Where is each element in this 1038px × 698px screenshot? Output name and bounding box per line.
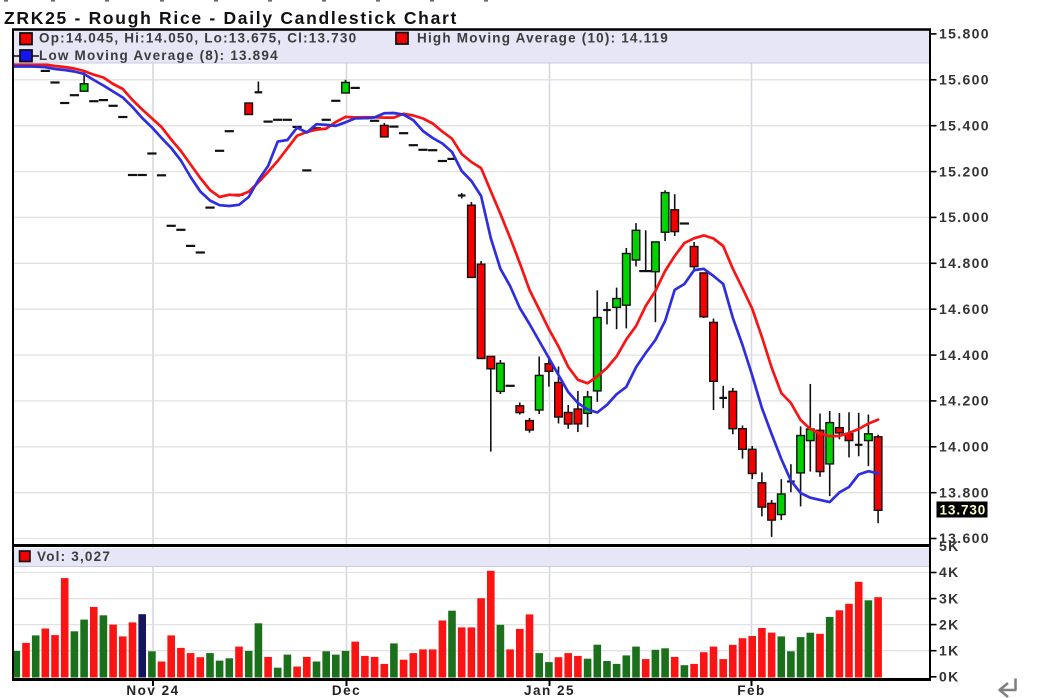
svg-text:Nov 24: Nov 24 bbox=[126, 683, 179, 698]
svg-text:15.400: 15.400 bbox=[939, 117, 990, 133]
svg-text:Feb: Feb bbox=[737, 683, 766, 698]
svg-text:14.800: 14.800 bbox=[939, 255, 990, 271]
svg-text:15.600: 15.600 bbox=[939, 72, 990, 88]
svg-text:Low Moving Average (8): 13.894: Low Moving Average (8): 13.894 bbox=[39, 48, 279, 63]
svg-text:15.200: 15.200 bbox=[939, 163, 990, 179]
svg-text:2K: 2K bbox=[939, 616, 960, 632]
svg-text:1K: 1K bbox=[939, 642, 960, 658]
svg-text:Jan 25: Jan 25 bbox=[524, 683, 575, 698]
svg-text:14.600: 14.600 bbox=[939, 301, 990, 317]
svg-text:Op:14.045, Hi:14.050, Lo:13.67: Op:14.045, Hi:14.050, Lo:13.675, Cl:13.7… bbox=[39, 31, 357, 46]
svg-text:14.400: 14.400 bbox=[939, 347, 990, 363]
svg-text:14.200: 14.200 bbox=[939, 393, 990, 409]
svg-text:15.000: 15.000 bbox=[939, 209, 990, 225]
svg-text:14.000: 14.000 bbox=[939, 439, 990, 455]
svg-text:13.600: 13.600 bbox=[939, 530, 990, 546]
svg-text:4K: 4K bbox=[939, 564, 960, 580]
svg-text:ZRK25 - Rough Rice - Daily Can: ZRK25 - Rough Rice - Daily Candlestick C… bbox=[4, 8, 458, 28]
svg-text:13.730: 13.730 bbox=[940, 503, 987, 518]
svg-text:3K: 3K bbox=[939, 590, 960, 606]
svg-text:13.800: 13.800 bbox=[939, 484, 990, 500]
svg-text:0K: 0K bbox=[939, 669, 960, 685]
svg-text:5K: 5K bbox=[939, 538, 960, 554]
svg-text:Vol: 3,027: Vol: 3,027 bbox=[37, 549, 111, 564]
svg-text:High Moving Average (10): 14.1: High Moving Average (10): 14.119 bbox=[417, 31, 669, 46]
svg-text:15.800: 15.800 bbox=[939, 26, 990, 42]
svg-text:Dec: Dec bbox=[332, 683, 361, 698]
